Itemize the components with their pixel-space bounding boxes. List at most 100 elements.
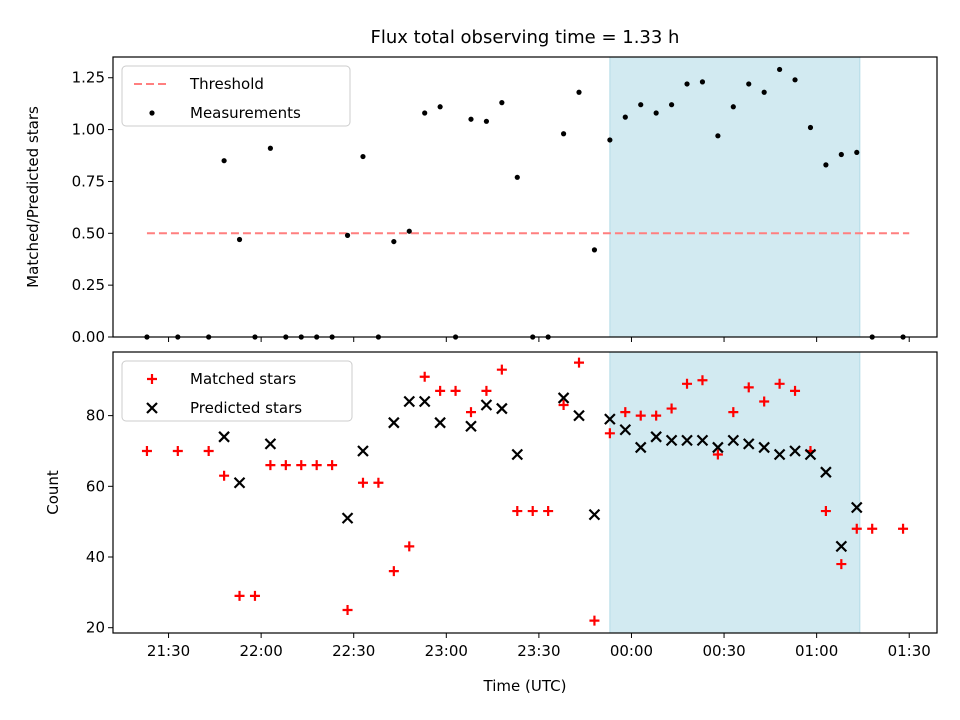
matched-point [635,410,646,421]
series-matched-stars [141,357,909,626]
measurement-point [715,133,721,139]
y-tick-label: 80 [86,407,105,425]
matched-point [790,385,801,396]
measurement-point [730,104,736,110]
matched-point [481,385,492,396]
matched-point [435,385,446,396]
matched-point [574,357,585,368]
legend-label: Measurements [190,104,301,122]
measurement-point [607,137,613,143]
x-tick-label: 01:00 [795,642,838,660]
measurement-point [406,228,412,234]
predicted-point [573,409,585,422]
matched-point [527,506,538,517]
predicted-point [264,438,277,450]
measurement-point [468,116,474,122]
measurement-point [668,102,675,108]
predicted-point [681,434,693,447]
measurement-point [854,149,860,156]
predicted-point [789,445,801,457]
x-tick-label: 21:30 [147,642,190,660]
matched-point [867,523,878,534]
matched-point [759,396,770,407]
chart-title: Flux total observing time = 1.33 h [371,27,680,48]
matched-point [543,506,554,517]
matched-point [589,615,600,626]
measurement-point [761,89,767,95]
predicted-point [557,392,570,404]
predicted-point [696,434,709,447]
matched-point [682,378,693,389]
matched-point [820,506,831,517]
legend-marker-matched [147,374,157,384]
measurement-point [823,162,829,168]
matched-point [342,605,353,616]
matched-point [280,460,291,471]
legend: Threshold Measurements [121,65,351,127]
measurement-point [638,102,644,108]
y-tick-label: 0.00 [72,328,105,346]
matched-point [404,541,415,552]
legend-box [121,360,353,422]
predicted-point [650,431,662,443]
x-axis-label: Time (UTC) [483,677,567,695]
matched-point [450,385,461,396]
predicted-point [511,448,524,461]
predicted-point [465,420,477,433]
predicted-point [604,413,616,425]
matched-point [203,445,214,456]
observing-window-shade [609,351,861,634]
matched-point [419,371,430,382]
measurement-point [267,145,273,151]
measurement-point [838,151,844,158]
bottom-panel-count: 20 40 60 80 21:30 22:00 22:30 23:00 23:30 00:00 00… [44,351,938,660]
measurement-point [560,131,567,137]
matched-point [666,403,677,414]
measurement-point [653,110,659,116]
matched-point [898,523,909,534]
measurement-point [514,174,520,180]
y-tick-label: 0.50 [72,224,105,242]
legend-label: Matched stars [190,370,296,388]
top-panel-ratio: 0.00 0.25 0.50 0.75 1.00 1.25 Matched/Predicte… [24,56,938,346]
matched-point [388,566,399,577]
measurement-point [684,81,690,87]
legend-marker-measurements [149,110,155,116]
matched-point [219,470,230,481]
legend: Matched stars Predicted stars [121,360,353,422]
plot-frame [112,351,938,634]
matched-point [558,400,569,411]
y-tick-label: 20 [86,619,105,637]
matched-point [651,410,662,421]
x-tick-label: 00:30 [702,642,745,660]
matched-point [234,590,245,601]
measurement-point [391,238,397,245]
predicted-point [758,441,770,454]
predicted-point [850,501,863,514]
x-tick-label: 22:00 [240,642,283,660]
legend-label: Predicted stars [190,399,302,417]
x-tick-label: 23:00 [425,642,468,660]
predicted-point [218,431,230,443]
measurement-point [622,114,628,120]
legend-label: Threshold [189,75,264,93]
predicted-point [434,416,446,429]
x-tick-label: 23:30 [517,642,560,660]
matched-point [774,378,785,389]
matched-point [357,477,368,488]
matched-point [249,590,260,601]
measurement-point [792,77,798,83]
matched-point [851,523,862,534]
legend-box [121,65,351,127]
matched-point [512,506,523,517]
predicted-point [820,466,832,478]
matched-point [465,407,476,418]
predicted-point [835,540,848,553]
measurement-point [699,79,706,85]
matched-point [172,445,183,456]
matched-point [697,375,708,386]
predicted-point [773,448,786,461]
matched-point [728,407,739,418]
predicted-point [727,434,740,447]
predicted-point [418,395,431,408]
